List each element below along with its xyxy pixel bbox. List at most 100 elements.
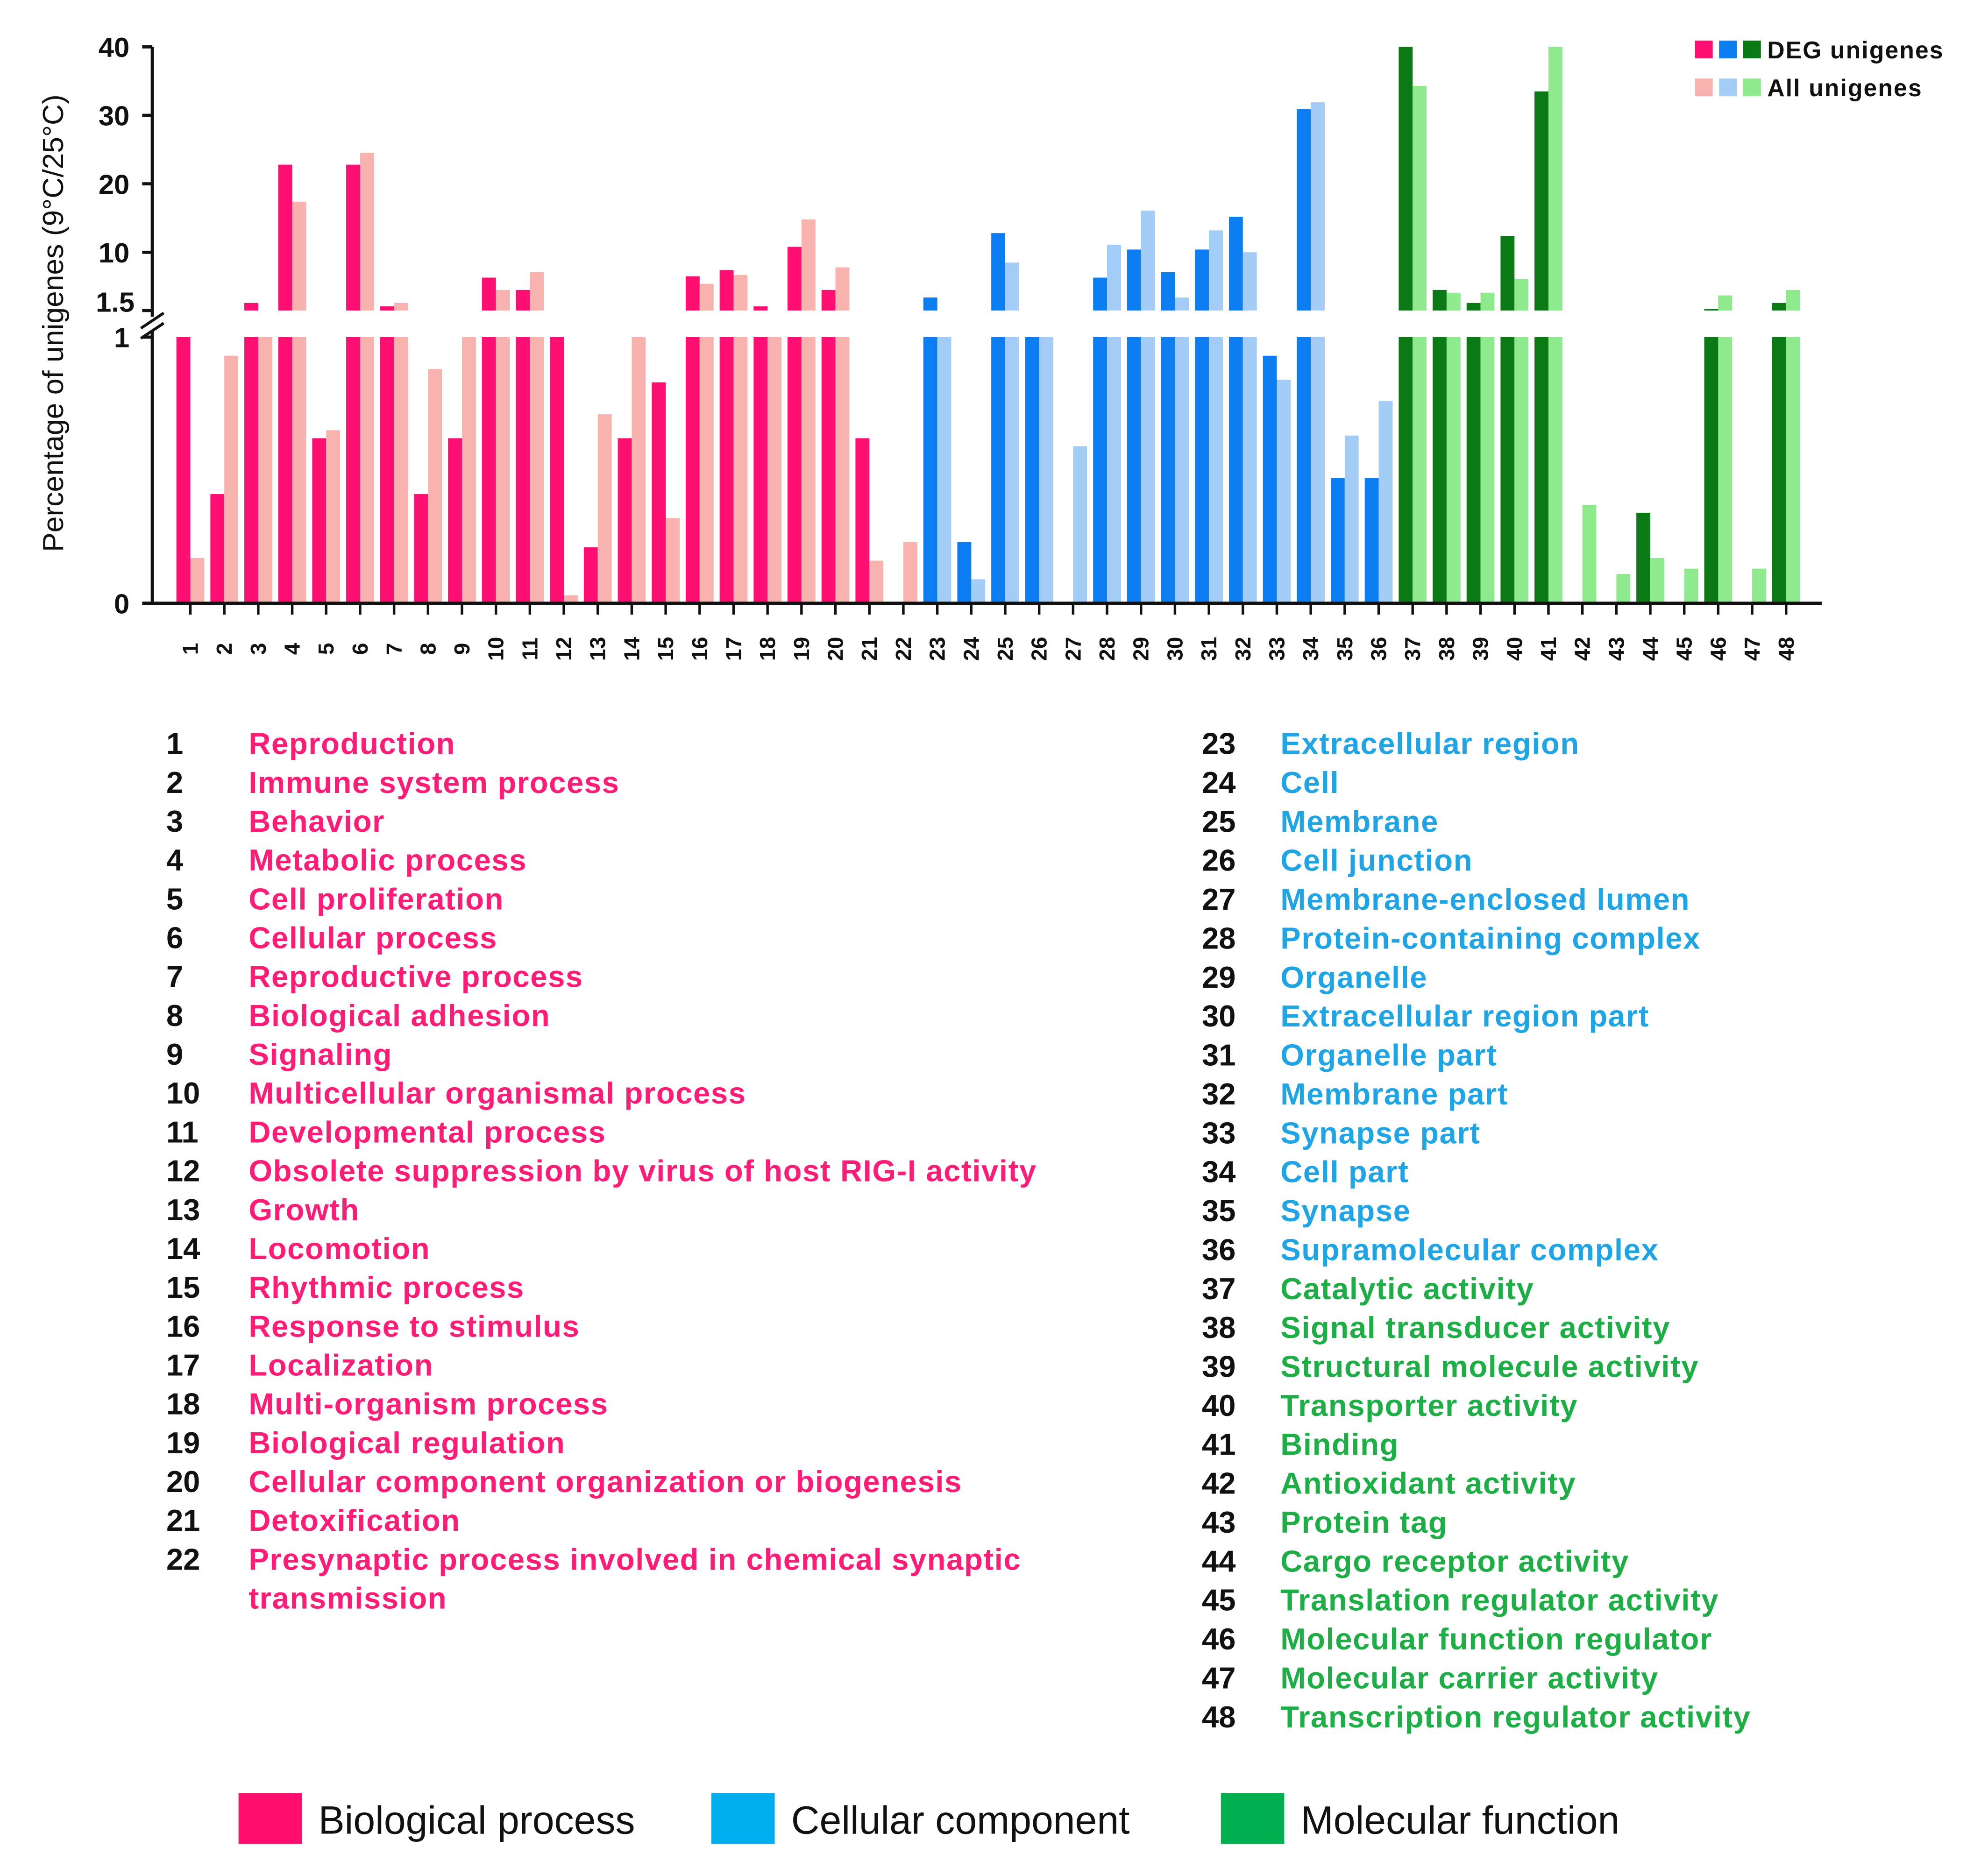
bar-upper-segment: [1228, 217, 1243, 311]
bar-lower-segment: [1433, 337, 1447, 603]
category-name: Translation regulator activity: [1280, 1583, 1719, 1617]
bar-all-category-22: [903, 542, 917, 603]
bar-deg-category-44: [1636, 512, 1651, 603]
x-tick-label: 1: [178, 643, 203, 655]
bar-all-category-35: [1344, 435, 1359, 603]
bar-lower-segment: [1297, 337, 1311, 603]
bar-upper-segment: [244, 303, 258, 311]
bar-lower-segment: [1650, 558, 1664, 603]
x-tick-label: 33: [1264, 637, 1289, 661]
bar-lower-segment: [801, 337, 816, 603]
bar-lower-segment: [1364, 478, 1379, 603]
bar-lower-segment: [380, 337, 394, 603]
x-tick-label: 26: [1027, 637, 1051, 661]
category-number: 5: [166, 882, 183, 916]
x-tick-label: 18: [755, 637, 780, 661]
bar-deg-category-30: [1161, 272, 1175, 603]
bar-all-category-30: [1175, 297, 1189, 603]
legend-swatch: [1695, 78, 1713, 97]
category-name: Membrane part: [1280, 1077, 1508, 1111]
bar-upper-segment: [1093, 277, 1108, 311]
bar-lower-segment: [733, 337, 748, 603]
x-tick-label: 13: [586, 637, 610, 661]
bar-lower-segment: [482, 337, 496, 603]
category-name: Cellular component organization or bioge…: [248, 1465, 962, 1499]
y-axis-label: Percentage of unigenes (9°C/25°C): [37, 94, 70, 552]
category-name: Extracellular region: [1280, 727, 1580, 761]
bar-deg-category-14: [618, 438, 632, 603]
bar-lower-segment: [1500, 337, 1515, 603]
bar-all-category-11: [530, 272, 544, 603]
category-number: 32: [1202, 1077, 1235, 1111]
category-number: 10: [166, 1076, 200, 1110]
group-legend-label: Biological process: [319, 1798, 635, 1842]
x-tick-label: 9: [450, 643, 474, 655]
category-name: Organelle part: [1280, 1038, 1497, 1072]
bar-upper-segment: [530, 272, 544, 311]
bar-lower-segment: [753, 337, 768, 603]
bar-deg-category-21: [855, 438, 870, 603]
bar-lower-segment: [1480, 337, 1495, 603]
category-number: 12: [166, 1154, 200, 1188]
category-number: 35: [1202, 1194, 1235, 1228]
group-legend-label: Molecular function: [1301, 1798, 1620, 1842]
bar-upper-segment: [1433, 290, 1447, 311]
category-name: Biological adhesion: [248, 998, 550, 1033]
bar-upper-segment: [1480, 292, 1495, 311]
category-name: Membrane-enclosed lumen: [1280, 882, 1690, 916]
category-list-item-35: 35 Synapse: [1202, 1194, 1410, 1228]
category-number: 19: [166, 1426, 200, 1460]
category-list-item-15: 15 Rhythmic process: [166, 1270, 524, 1304]
bar-all-category-34: [1311, 102, 1325, 603]
category-number: 6: [166, 921, 183, 955]
category-list-item-38: 38 Signal transducer activity: [1202, 1310, 1670, 1344]
category-list-item-37: 37 Catalytic activity: [1202, 1272, 1534, 1306]
bar-upper-segment: [1141, 210, 1155, 311]
bar-all-category-48: [1786, 290, 1800, 603]
bar-lower-segment: [1413, 337, 1427, 603]
bar-lower-segment: [448, 438, 462, 603]
x-tick-label: 16: [688, 637, 712, 661]
bar-lower-segment: [618, 438, 632, 603]
category-number: 44: [1202, 1544, 1235, 1578]
bar-all-category-8: [428, 369, 442, 603]
bar-upper-segment: [1514, 279, 1529, 311]
bar-all-category-32: [1242, 252, 1257, 603]
category-list-item-40: 40 Transporter activity: [1202, 1388, 1577, 1422]
category-list-item-2: 2 Immune system process: [166, 765, 619, 800]
bar-upper-segment: [1534, 91, 1548, 311]
bar-deg-category-16: [685, 276, 700, 603]
bar-all-category-15: [666, 518, 680, 603]
bar-deg-category-41: [1534, 91, 1548, 603]
bar-lower-segment: [1161, 337, 1175, 603]
bar-deg-category-20: [821, 290, 836, 603]
bar-upper-segment: [1161, 272, 1175, 311]
bar-all-category-6: [360, 153, 374, 603]
x-tick-label: 36: [1367, 637, 1391, 661]
category-list-item-20: 20 Cellular component organization or bio…: [166, 1465, 962, 1499]
bar-lower-segment: [1331, 478, 1345, 603]
bar-deg-category-38: [1433, 290, 1447, 603]
bar-all-category-16: [699, 283, 714, 603]
bar-all-category-27: [1073, 446, 1087, 603]
category-name: Cell: [1280, 765, 1339, 800]
bar-lower-segment: [516, 337, 530, 603]
y-tick-labels: 0 1 1.5 10 20 30 40: [96, 32, 135, 619]
x-tick-label: 47: [1740, 637, 1764, 661]
category-name: Signal transducer activity: [1280, 1310, 1670, 1344]
bar-deg-category-3: [244, 303, 258, 603]
category-number: 21: [166, 1503, 200, 1537]
category-legend: 1 Reproduction 2 Immune system process 3 Beha…: [166, 727, 1751, 1734]
category-list-item-12: 12 Obsolete suppression by virus of host …: [166, 1154, 1036, 1188]
bar-deg-category-1: [176, 337, 191, 603]
x-tick-label: 30: [1163, 637, 1187, 661]
category-name: Behavior: [248, 804, 385, 838]
category-name: Transcription regulator activity: [1280, 1700, 1751, 1734]
bar-deg-category-29: [1127, 249, 1141, 603]
bar-lower-segment: [597, 414, 612, 603]
category-list-item-23: 23 Extracellular region: [1202, 727, 1580, 761]
category-number: 22: [166, 1542, 200, 1576]
x-tick-label: 2: [212, 643, 236, 655]
category-name: Developmental process: [248, 1115, 606, 1149]
bar-lower-segment: [428, 369, 442, 603]
